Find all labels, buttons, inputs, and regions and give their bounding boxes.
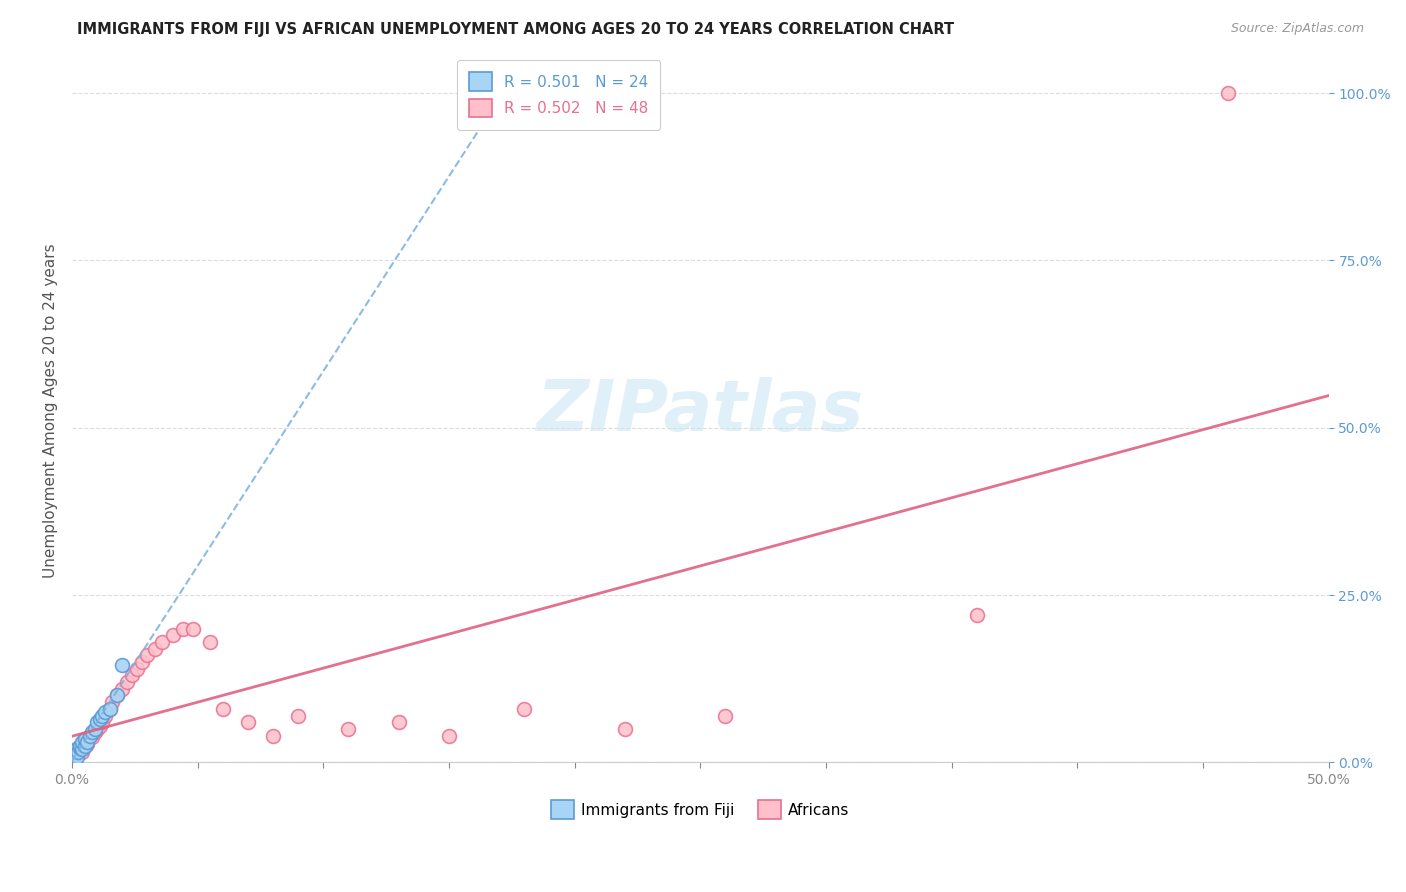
Point [69,740,91,755]
Text: ZIPatlas: ZIPatlas [537,376,865,445]
Point [86,722,108,736]
Point [93,708,115,723]
Point [91,708,114,723]
Point [63,745,86,759]
Point [82,725,104,739]
Point [63,745,86,759]
Point [98,702,121,716]
Point [63,747,86,762]
Point [131,655,153,669]
Point [66,743,89,757]
Point [69,740,91,755]
Point [1216,86,1239,100]
Point [162,628,184,642]
Point [89,712,111,726]
Point [513,702,536,716]
Point [86,715,108,730]
Point [101,695,124,709]
Point [613,722,636,736]
Point [966,608,988,623]
Point [69,739,91,753]
Point [714,708,737,723]
Point [152,635,174,649]
Point [66,750,89,764]
Point [70,742,93,756]
Point [83,725,105,739]
Point [200,635,222,649]
Point [105,689,128,703]
Point [111,681,134,696]
Point [111,658,134,673]
Point [127,662,149,676]
Point [121,668,143,682]
Point [76,737,98,751]
Text: IMMIGRANTS FROM FIJI VS AFRICAN UNEMPLOYMENT AMONG AGES 20 TO 24 YEARS CORRELATI: IMMIGRANTS FROM FIJI VS AFRICAN UNEMPLOY… [77,22,955,37]
Point [65,742,87,756]
Point [337,722,360,736]
Point [437,729,460,743]
Point [236,715,259,730]
Point [172,622,194,636]
Point [73,739,96,753]
Point [181,622,204,636]
Legend: Immigrants from Fiji, Africans: Immigrants from Fiji, Africans [546,794,856,825]
Point [117,675,139,690]
Point [388,715,411,730]
Text: Source: ZipAtlas.com: Source: ZipAtlas.com [1230,22,1364,36]
Point [262,729,284,743]
Point [89,718,111,732]
Point [69,739,91,753]
Point [98,702,121,716]
Point [66,747,89,762]
Point [70,737,93,751]
Point [70,745,93,759]
Point [83,722,105,736]
Point [136,648,159,663]
Point [76,731,98,746]
Point [79,729,101,743]
Point [63,752,86,766]
Y-axis label: Unemployment Among Ages 20 to 24 years: Unemployment Among Ages 20 to 24 years [44,244,58,578]
Point [62,748,84,763]
Point [67,745,90,759]
Point [65,743,87,757]
Point [91,715,114,730]
Point [82,730,104,744]
Point [73,735,96,749]
Point [62,748,84,763]
Point [287,708,309,723]
Point [79,729,101,743]
Point [66,742,89,756]
Point [211,702,233,716]
Point [143,641,166,656]
Point [73,731,96,746]
Point [70,735,93,749]
Point [105,689,128,703]
Point [73,739,96,753]
Point [93,705,115,719]
Point [76,735,98,749]
